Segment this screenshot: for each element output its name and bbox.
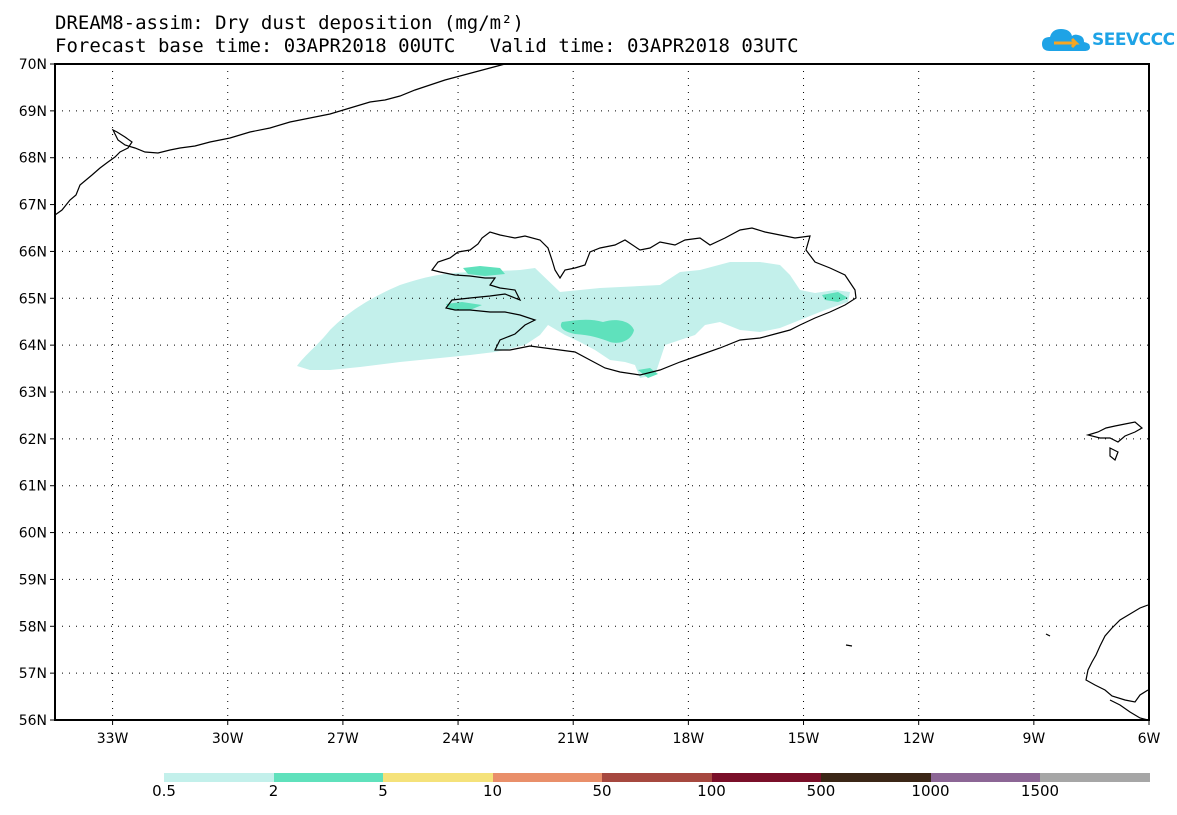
lat-tick-label: 67N (19, 198, 47, 214)
colorbar-segment (821, 773, 931, 782)
coastline-scotland (1085, 604, 1149, 721)
lon-tick-label: 21W (557, 731, 589, 747)
colorbar-label: 500 (806, 782, 836, 800)
colorbar-segment (602, 773, 712, 782)
colorbar-segment (164, 773, 274, 782)
cloud-logo-icon (1042, 29, 1090, 51)
coastline-greenland (54, 63, 506, 216)
lat-labels: 70N 69N 68N 67N 66N 65N 64N 63N 62N 61N 60N 59N 58N 5… (19, 57, 47, 729)
lon-tick-label: 33W (97, 731, 129, 747)
lat-tick-label: 65N (19, 291, 47, 307)
map-panel: 70N 69N 68N 67N 66N 65N 64N 63N 62N 61N 60N 59N 58N 5… (19, 57, 1161, 747)
colorbar-label: 100 (697, 782, 726, 800)
lat-tick-label: 66N (19, 244, 47, 260)
lat-tick-label: 60N (19, 526, 47, 542)
map-frame (54, 63, 1150, 721)
lat-tick-label: 68N (19, 151, 47, 167)
deposition-area-2-5 (822, 292, 848, 302)
coastline-iceland (430, 227, 857, 376)
colorbar-segment (1040, 773, 1150, 782)
lon-tick-label: 30W (212, 731, 244, 747)
colorbar-label: 1000 (911, 782, 950, 800)
chart-subtitle: Forecast base time: 03APR2018 00UTC Vali… (55, 35, 799, 57)
lon-tick-label: 6W (1138, 731, 1161, 747)
colorbar-label: 50 (592, 782, 612, 800)
ticks (50, 63, 1150, 725)
chart-title: DREAM8-assim: Dry dust deposition (mg/m²… (55, 12, 524, 34)
colorbar-segment (492, 773, 602, 782)
lat-tick-label: 56N (19, 713, 47, 729)
lat-tick-label: 70N (19, 57, 47, 73)
lon-tick-label: 24W (442, 731, 474, 747)
gridlines (55, 64, 1149, 720)
colorbar-segment (711, 773, 821, 782)
colorbar-label: 0.5 (152, 782, 176, 800)
lon-tick-label: 9W (1022, 731, 1045, 747)
lat-tick-label: 69N (19, 104, 47, 120)
colorbar-label: 2 (268, 782, 279, 800)
coastline-islet (1045, 633, 1051, 637)
lat-tick-label: 61N (19, 479, 47, 495)
deposition-area-0.5-2 (297, 262, 850, 378)
lon-tick-label: 12W (903, 731, 935, 747)
lon-tick-label: 18W (673, 731, 705, 747)
lat-tick-label: 58N (19, 619, 47, 635)
colorbar-segment (930, 773, 1040, 782)
colorbar-label: 1500 (1020, 782, 1060, 800)
lat-tick-label: 62N (19, 432, 47, 448)
deposition-area-2-5 (560, 319, 634, 343)
coastline-faroe (1085, 421, 1144, 461)
lat-tick-label: 57N (19, 666, 47, 682)
colorbar-segment (273, 773, 383, 782)
logo-text: SEEVCCC (1092, 30, 1175, 50)
colorbar-label: 10 (482, 782, 503, 800)
deposition-area-2-5 (446, 302, 482, 310)
coastlines (54, 63, 1149, 721)
lat-tick-label: 64N (19, 338, 47, 354)
lon-labels: 33W 30W 27W 24W 21W 18W 15W 12W 9W 6W (97, 731, 1161, 747)
colorbar-segment (383, 773, 493, 782)
lon-tick-label: 15W (788, 731, 820, 747)
seevccc-logo: SEEVCCC (1040, 25, 1175, 57)
lat-tick-label: 63N (19, 385, 47, 401)
deposition-fields (297, 262, 850, 378)
lat-tick-label: 59N (19, 572, 47, 588)
deposition-area-2-5 (463, 266, 505, 276)
colorbar-label: 5 (378, 782, 388, 800)
coastline-islet (845, 644, 853, 647)
lon-tick-label: 27W (327, 731, 359, 747)
